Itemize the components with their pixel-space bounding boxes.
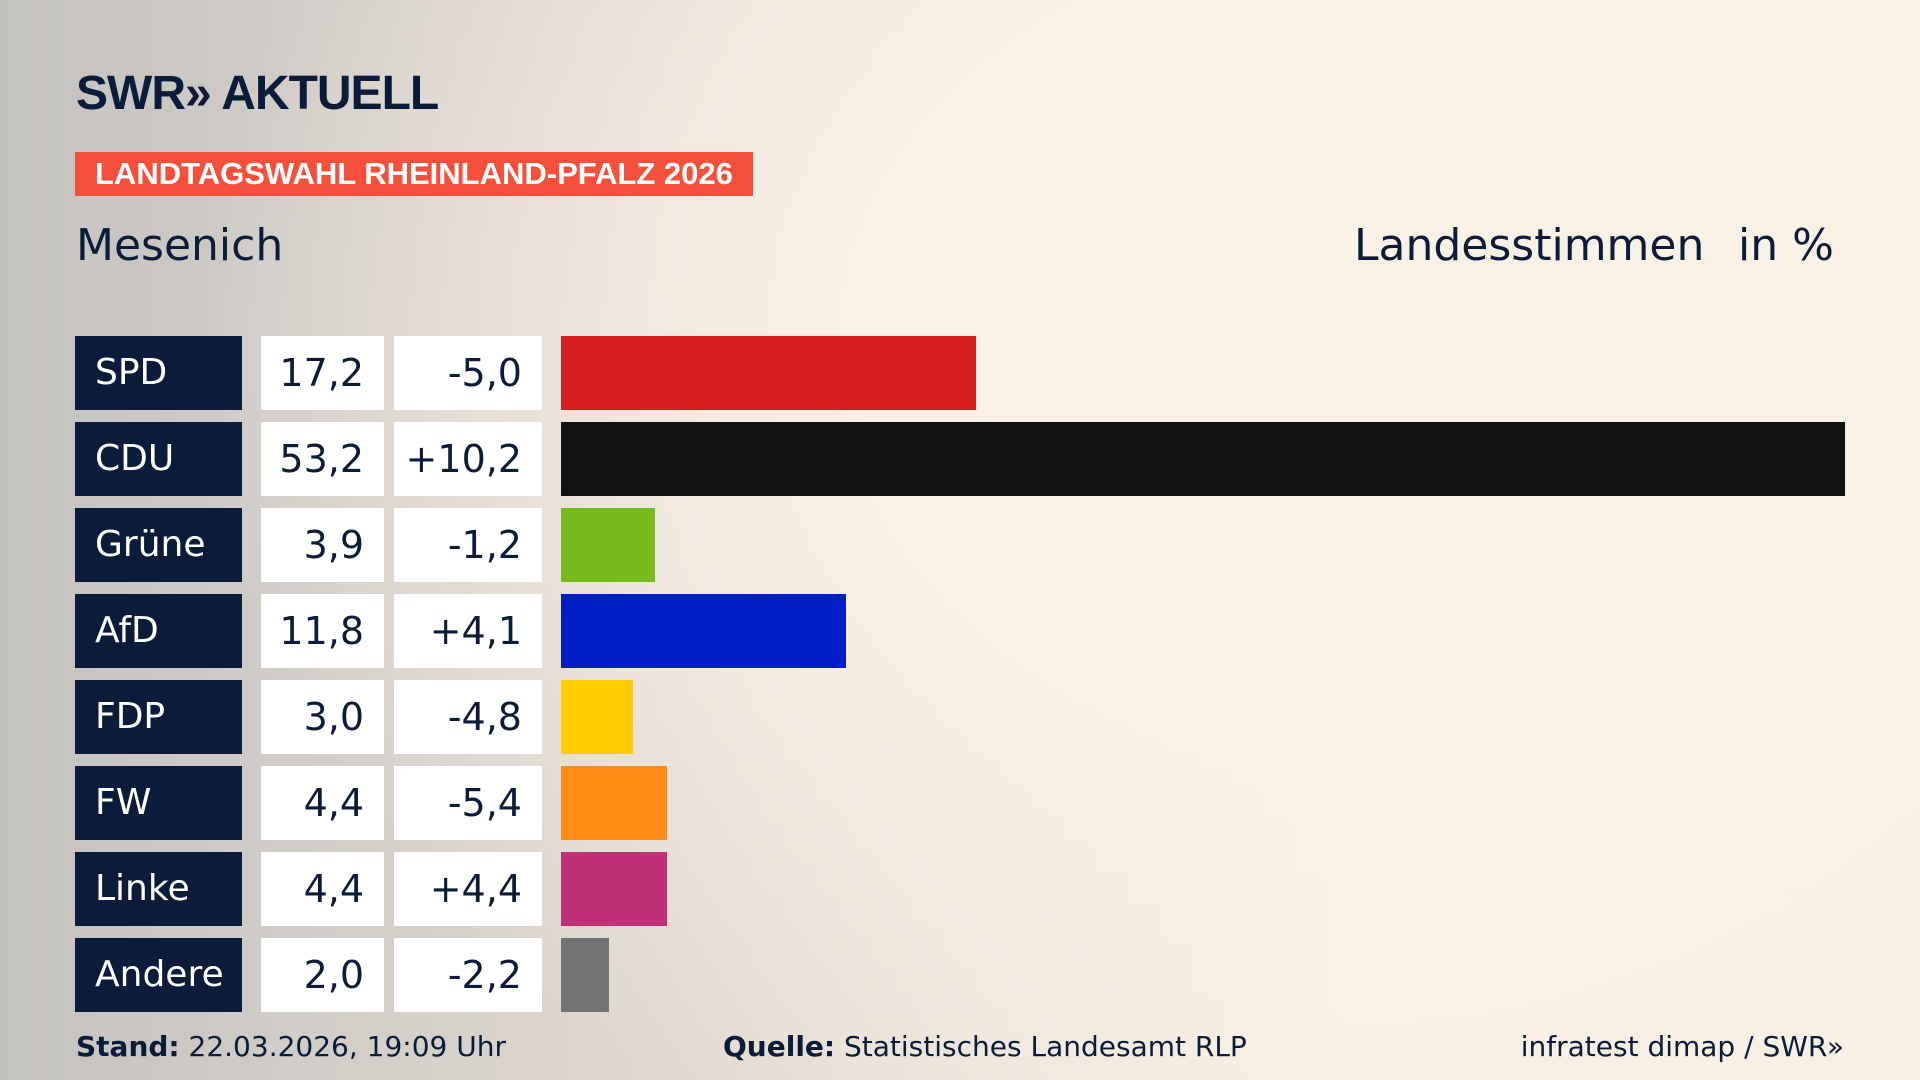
party-label: Grüne — [75, 508, 242, 582]
party-label: CDU — [75, 422, 242, 496]
vote-share: 11,8 — [261, 594, 384, 668]
stand-label: Stand: — [76, 1030, 180, 1063]
swr-aktuell-logo: SWR» AKTUELL — [76, 67, 439, 120]
vote-share: 17,2 — [261, 336, 384, 410]
unit-label: in % — [1738, 220, 1834, 271]
vote-change: -4,8 — [394, 680, 542, 754]
vote-share: 4,4 — [261, 852, 384, 926]
vote-change: +10,2 — [394, 422, 542, 496]
bar-linke — [561, 852, 668, 926]
vote-change: -5,4 — [394, 766, 542, 840]
credit: infratest dimap / SWR» — [1520, 1030, 1844, 1063]
vote-share: 3,0 — [261, 680, 384, 754]
bar-cdu — [561, 422, 1845, 496]
bar-fw — [561, 766, 668, 840]
source: Quelle: Statistisches Landesamt RLP — [723, 1030, 1247, 1063]
bar-fdp — [561, 680, 634, 754]
source-value: Statistisches Landesamt RLP — [844, 1030, 1247, 1063]
region-title: Mesenich — [76, 220, 284, 271]
vote-change: -2,2 — [394, 938, 542, 1012]
source-label: Quelle: — [723, 1030, 836, 1063]
party-label: SPD — [75, 336, 242, 410]
vote-change: -1,2 — [394, 508, 542, 582]
party-label: Linke — [75, 852, 242, 926]
party-label: Andere — [75, 938, 242, 1012]
party-label: FW — [75, 766, 242, 840]
bar-grüne — [561, 508, 656, 582]
party-label: AfD — [75, 594, 242, 668]
vote-change: +4,1 — [394, 594, 542, 668]
bar-afd — [561, 594, 846, 668]
election-banner: LANDTAGSWAHL RHEINLAND-PFALZ 2026 — [75, 152, 753, 196]
vote-share: 53,2 — [261, 422, 384, 496]
stand-value: 22.03.2026, 19:09 Uhr — [188, 1030, 506, 1063]
vote-share: 4,4 — [261, 766, 384, 840]
vote-share: 2,0 — [261, 938, 384, 1012]
vote-change: -5,0 — [394, 336, 542, 410]
party-label: FDP — [75, 680, 242, 754]
vote-change: +4,4 — [394, 852, 542, 926]
timestamp: Stand: 22.03.2026, 19:09 Uhr — [76, 1030, 506, 1063]
bar-spd — [561, 336, 977, 410]
vote-share: 3,9 — [261, 508, 384, 582]
measure-label: Landesstimmen — [1354, 220, 1705, 271]
bar-andere — [561, 938, 610, 1012]
